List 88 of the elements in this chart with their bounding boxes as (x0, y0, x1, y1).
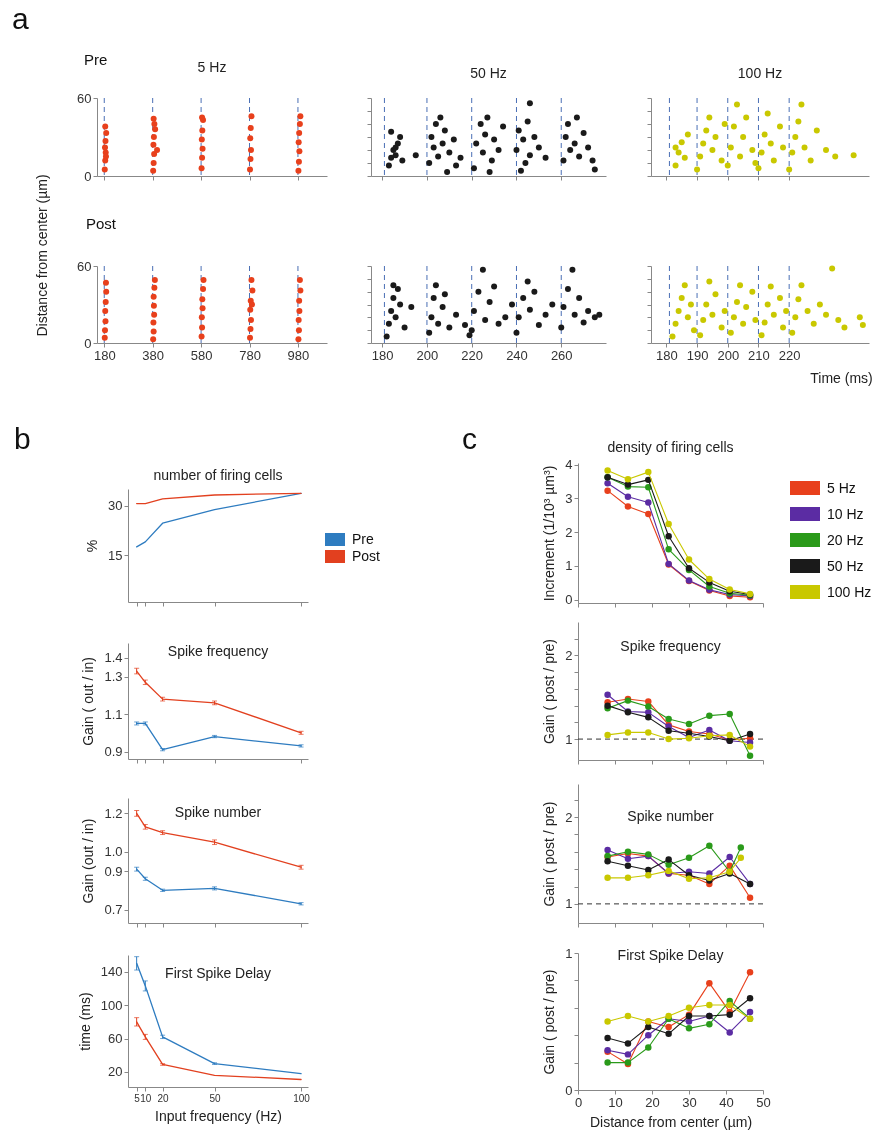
x-tick-label: 200 (416, 347, 439, 363)
legend-label: 50 Hz (827, 558, 864, 574)
x-tick-label: 5 (134, 1092, 141, 1104)
y-axis-title: Gain ( post / pre) (541, 969, 558, 1075)
legend-label: 5 Hz (827, 480, 856, 496)
y-tick-label: 0 (84, 168, 92, 184)
x-axis-title: Input frequency (Hz) (155, 1107, 282, 1124)
chart-title: Spike frequency (167, 643, 269, 659)
text: a (12, 2, 29, 35)
y-tick-label: 1.2 (104, 805, 123, 821)
y-tick-label: 15 (108, 547, 123, 563)
chart-title: First Spike Delay (617, 947, 724, 963)
x-tick-label: 180 (371, 347, 394, 363)
y-axis-title: Gain ( post / pre) (541, 638, 558, 745)
y-tick-label: 0.7 (104, 902, 123, 918)
y-axis-title: Gain (out / in) (80, 818, 97, 904)
legend-label: 10 Hz (827, 506, 864, 522)
x-tick-label: 190 (686, 347, 709, 363)
legend-label: Pre (352, 531, 374, 547)
y-tick-label: 1 (565, 896, 573, 912)
text: c (462, 422, 477, 455)
y-tick-label: 3 (565, 490, 573, 506)
y-tick-label: 0 (565, 592, 573, 608)
y-tick-label: 4 (565, 457, 573, 473)
x-tick-label: 220 (461, 347, 484, 363)
y-tick-label: 1.4 (104, 650, 123, 666)
y-tick-label: 100 (100, 997, 123, 1013)
y-axis-title: % (84, 539, 101, 553)
x-tick-label: 40 (719, 1094, 734, 1110)
text: Post (86, 215, 117, 232)
x-tick-label: 260 (550, 347, 573, 363)
x-axis-title: Time (ms) (810, 369, 873, 386)
y-tick-label: 60 (108, 1031, 123, 1047)
x-tick-label: 20 (157, 1092, 170, 1104)
y-tick-label: 0.9 (104, 863, 123, 879)
chart-title: 5 Hz (197, 59, 227, 75)
y-tick-label: 1.1 (104, 706, 123, 722)
y-tick-label: 60 (77, 90, 92, 106)
text: Spike number (627, 808, 715, 824)
y-tick-label: 1 (565, 731, 573, 747)
chart-title: number of firing cells (153, 467, 283, 483)
y-axis-title: Gain ( post / pre) (541, 801, 558, 907)
x-tick-label: 210 (748, 347, 770, 363)
x-tick-label: 50 (756, 1094, 771, 1110)
y-tick-label: 1.0 (104, 844, 123, 860)
x-tick-label: 580 (190, 347, 213, 363)
y-tick-label: 20 (108, 1064, 123, 1080)
x-tick-label: 20 (645, 1094, 660, 1110)
y-tick-label: 1.3 (104, 669, 123, 685)
x-tick-label: 100 (293, 1092, 311, 1104)
x-tick-label: 180 (93, 347, 116, 363)
y-tick-label: 2 (565, 809, 573, 825)
x-tick-label: 10 (608, 1094, 623, 1110)
x-tick-label: 30 (682, 1094, 697, 1110)
text: First Spike Delay (165, 965, 271, 981)
y-axis-title: Gain ( out / in) (80, 657, 97, 746)
y-axis-title: Increment (1/10³ µm³) (541, 465, 558, 602)
x-axis-title: Distance from center (µm) (589, 1113, 753, 1130)
y-tick-label: 0 (84, 335, 92, 351)
y-tick-label: 1 (565, 945, 573, 961)
x-tick-label: 980 (287, 347, 310, 363)
x-tick-label: 220 (778, 347, 801, 363)
chart-title: 100 Hz (737, 64, 783, 81)
y-axis-title: Distance from center (µm) (33, 174, 50, 337)
y-axis-title: time (ms) (76, 992, 93, 1051)
legend-label: Post (352, 548, 381, 564)
x-tick-label: 380 (142, 347, 165, 363)
text: Spike frequency (620, 638, 721, 654)
x-tick-label: 180 (656, 347, 678, 363)
chart-title: Spike number (174, 804, 262, 820)
y-tick-label: 30 (108, 498, 123, 514)
y-tick-label: 140 (100, 964, 123, 980)
x-tick-label: 10 (140, 1092, 152, 1104)
y-tick-label: 1 (565, 558, 573, 574)
x-tick-label: 200 (717, 347, 740, 363)
text: Pre (84, 51, 108, 68)
y-tick-label: 0.9 (104, 744, 123, 760)
chart-title: 50 Hz (470, 64, 507, 81)
x-tick-label: 50 (209, 1092, 222, 1104)
x-tick-label: 240 (506, 347, 528, 363)
y-tick-label: 60 (77, 258, 92, 274)
chart-title: density of firing cells (607, 438, 734, 455)
y-tick-label: 2 (565, 647, 573, 663)
legend-label: 20 Hz (827, 532, 864, 548)
legend-label: 100 Hz (827, 584, 872, 600)
x-tick-label: 780 (239, 347, 261, 363)
y-tick-label: 2 (565, 524, 573, 540)
text: b (14, 422, 31, 455)
